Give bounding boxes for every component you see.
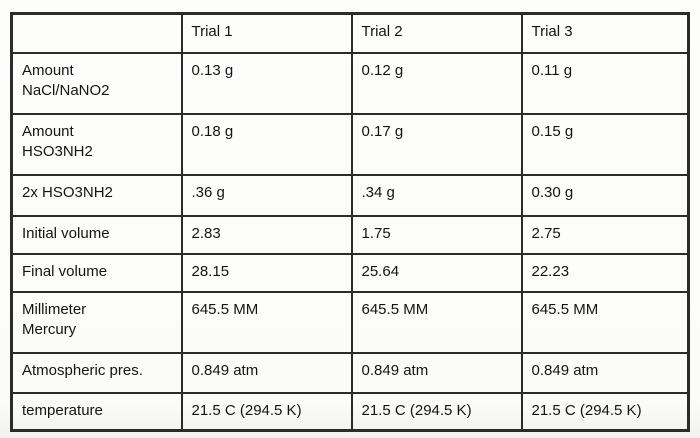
header-row: Trial 1 Trial 2 Trial 3 [10, 12, 690, 54]
cell-trial-2: 0.12 g [350, 51, 523, 115]
table-row-final-volume: Final volume 28.15 25.64 22.23 [10, 252, 690, 293]
column-header-trial-3: Trial 3 [520, 12, 690, 54]
table-row-atmospheric-pressure: Atmospheric pres. 0.849 atm 0.849 atm 0.… [10, 351, 690, 394]
cell-trial-1: 28.15 [180, 252, 353, 293]
cell-trial-1: 645.5 MM [180, 290, 353, 354]
results-table-container: Trial 1 Trial 2 Trial 3 Amount NaCl/NaNO… [10, 12, 690, 432]
cell-trial-3: 0.11 g [520, 51, 690, 115]
cell-trial-2: 1.75 [350, 214, 523, 255]
row-label: Amount NaCl/NaNO2 [10, 51, 183, 115]
cell-trial-2: 21.5 C (294.5 K) [350, 391, 523, 432]
row-label: 2x HSO3NH2 [10, 173, 183, 217]
cell-trial-1: 0.849 atm [180, 351, 353, 394]
cell-trial-3: 2.75 [520, 214, 690, 255]
cell-trial-3: 0.30 g [520, 173, 690, 217]
cell-trial-2: .34 g [350, 173, 523, 217]
cell-trial-2: 25.64 [350, 252, 523, 293]
table-row-millimeter-mercury: Millimeter Mercury 645.5 MM 645.5 MM 645… [10, 290, 690, 354]
cell-trial-2: 645.5 MM [350, 290, 523, 354]
cell-trial-3: 21.5 C (294.5 K) [520, 391, 690, 432]
cell-trial-1: .36 g [180, 173, 353, 217]
cell-trial-3: 645.5 MM [520, 290, 690, 354]
cell-trial-2: 0.849 atm [350, 351, 523, 394]
column-header-trial-1: Trial 1 [180, 12, 353, 54]
cell-trial-1: 21.5 C (294.5 K) [180, 391, 353, 432]
row-label: Atmospheric pres. [10, 351, 183, 394]
cell-trial-1: 2.83 [180, 214, 353, 255]
cell-trial-3: 0.849 atm [520, 351, 690, 394]
cell-trial-3: 0.15 g [520, 112, 690, 176]
trial-results-table: Trial 1 Trial 2 Trial 3 Amount NaCl/NaNO… [10, 12, 690, 432]
row-label: Final volume [10, 252, 183, 293]
cell-trial-1: 0.18 g [180, 112, 353, 176]
table-row-2x-hso3nh2: 2x HSO3NH2 .36 g .34 g 0.30 g [10, 173, 690, 217]
cell-trial-1: 0.13 g [180, 51, 353, 115]
cell-trial-3: 22.23 [520, 252, 690, 293]
table-row-initial-volume: Initial volume 2.83 1.75 2.75 [10, 214, 690, 255]
table-row-amount-nacl-nano2: Amount NaCl/NaNO2 0.13 g 0.12 g 0.11 g [10, 51, 690, 115]
corner-cell [10, 12, 183, 54]
row-label: Initial volume [10, 214, 183, 255]
row-label: Millimeter Mercury [10, 290, 183, 354]
row-label: Amount HSO3NH2 [10, 112, 183, 176]
table-row-amount-hso3nh2: Amount HSO3NH2 0.18 g 0.17 g 0.15 g [10, 112, 690, 176]
table-row-temperature: temperature 21.5 C (294.5 K) 21.5 C (294… [10, 391, 690, 432]
row-label: temperature [10, 391, 183, 432]
column-header-trial-2: Trial 2 [350, 12, 523, 54]
cell-trial-2: 0.17 g [350, 112, 523, 176]
